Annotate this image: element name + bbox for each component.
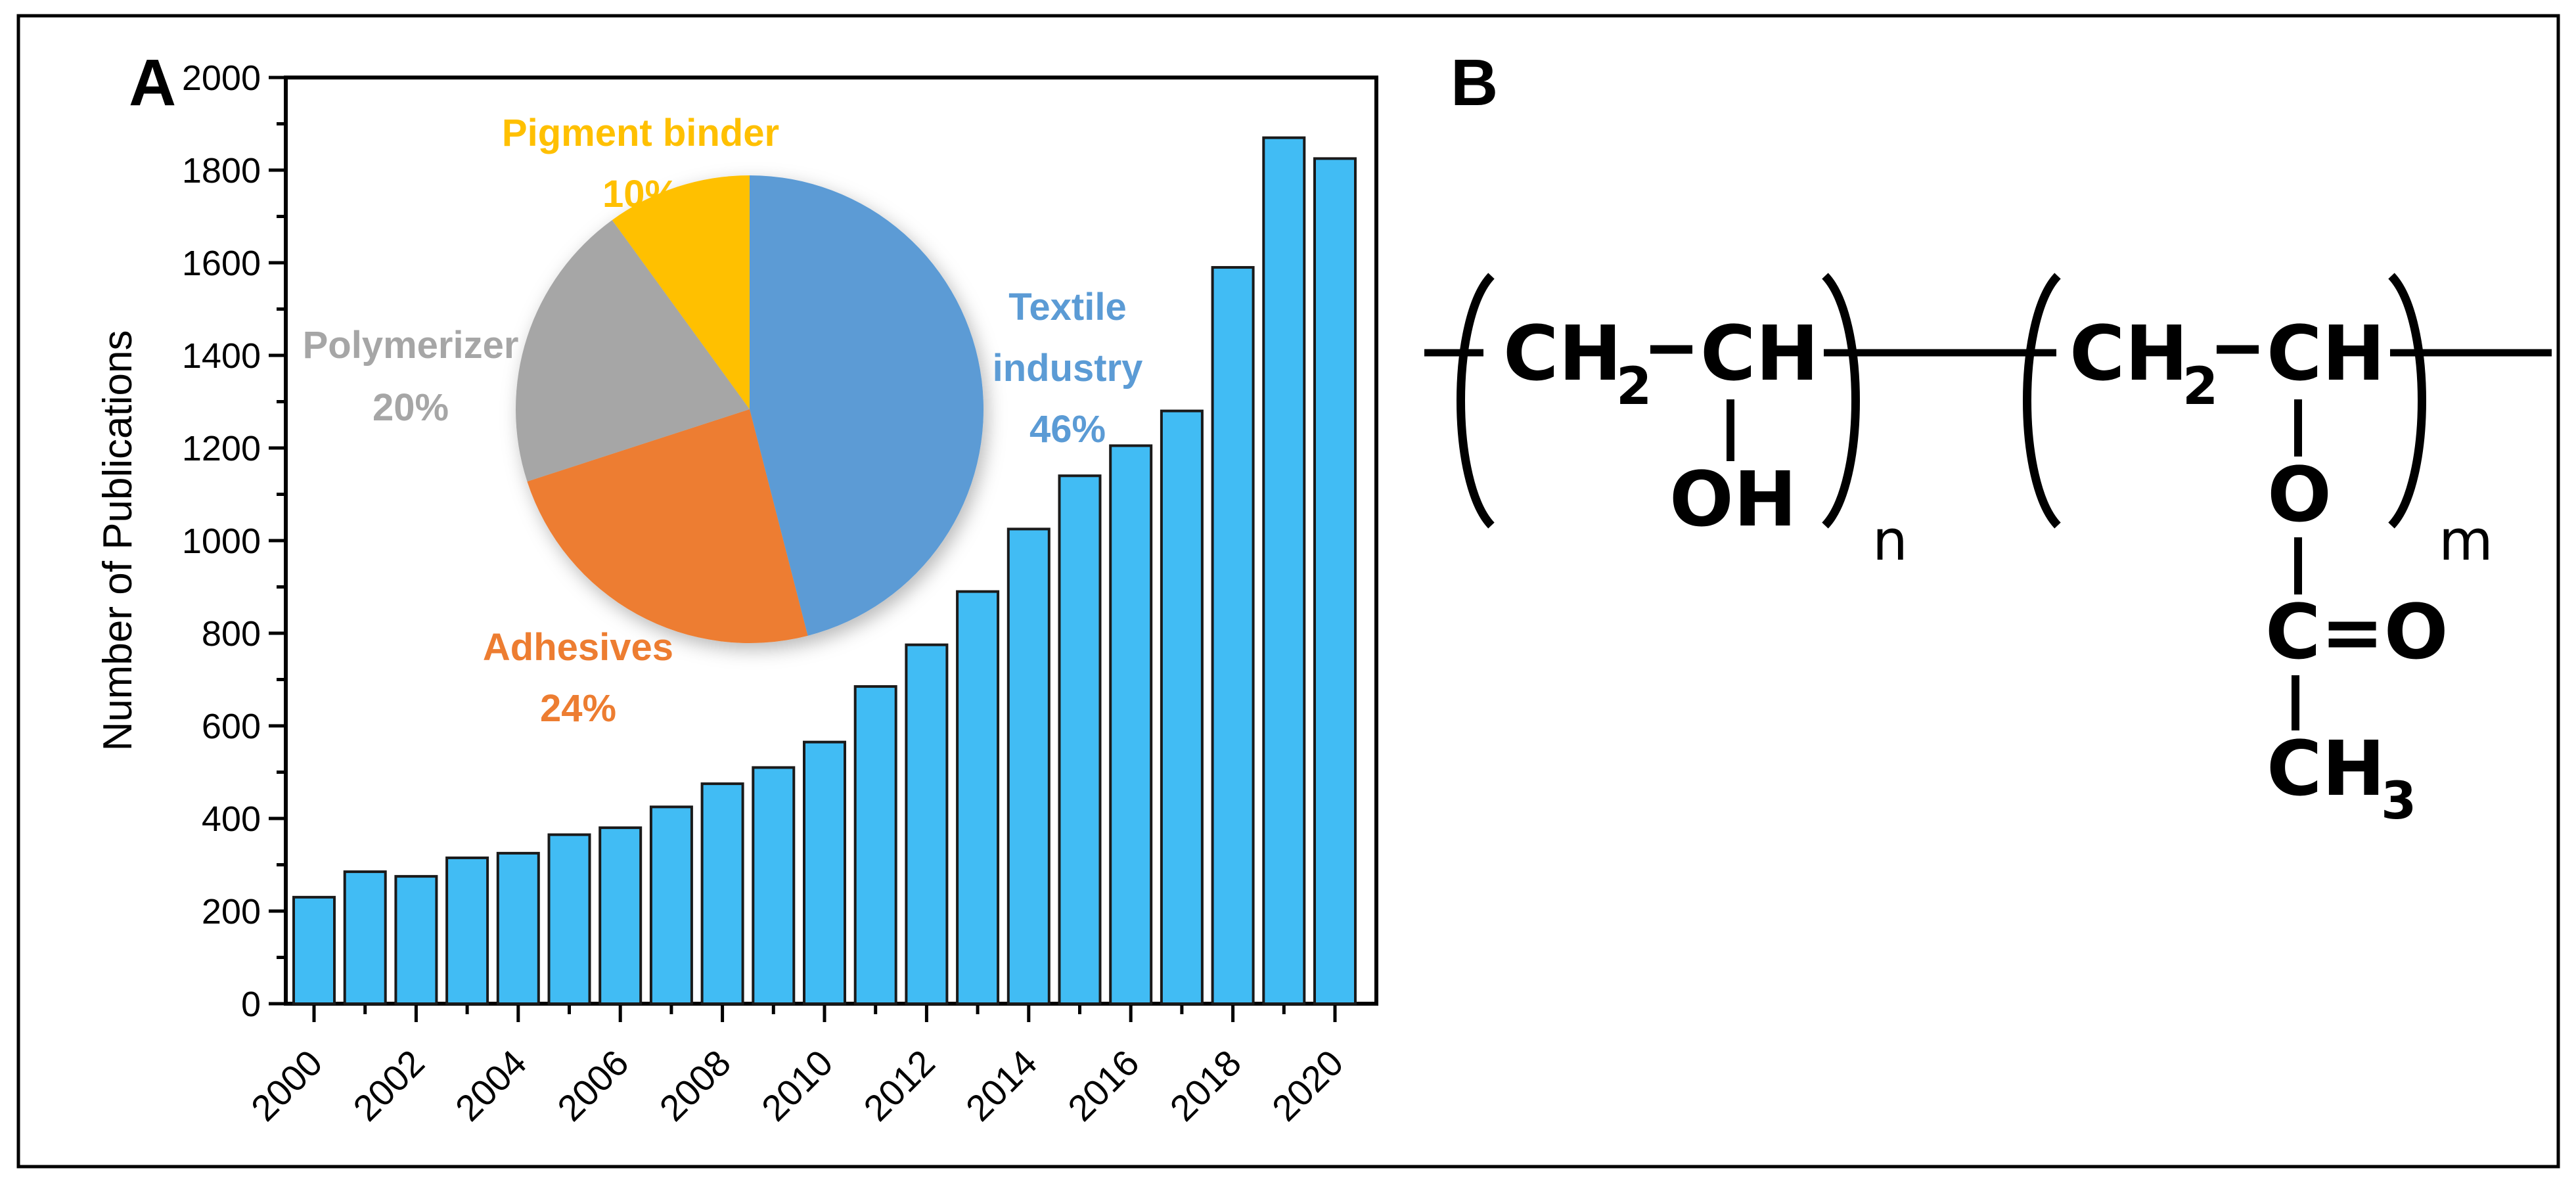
bar-2014 — [1006, 527, 1051, 1005]
applications-pie-chart — [515, 175, 983, 644]
pie-label-pigment-binder-line2: 10% — [602, 173, 679, 215]
y-tick-label: 600 — [202, 707, 261, 746]
ch2-subscript-unit2: 2 — [2182, 357, 2218, 416]
bar-2004 — [496, 851, 540, 1005]
bar-2018 — [1211, 266, 1255, 1005]
x-tick-label: 2018 — [1162, 1042, 1249, 1129]
panel-b-label: B — [1451, 46, 1498, 120]
pie-label-pigment-binder-line1: Pigment binder — [502, 112, 779, 154]
ch2-label-unit2: CH — [2069, 310, 2188, 398]
y-tick-label: 1200 — [182, 429, 261, 468]
bar-2020 — [1313, 157, 1357, 1005]
pie-slice-textile-industry — [750, 175, 983, 636]
publications-bar-chart: 0200400600800100012001400160018002000200… — [95, 58, 1378, 1129]
ch-label-unit2: CH — [2267, 310, 2385, 398]
pie-label-textile-industry-line2: industry — [993, 347, 1143, 390]
bar-2008 — [700, 782, 744, 1005]
x-tick-label: 2016 — [1060, 1042, 1147, 1129]
hydroxyl-label: OH — [1669, 456, 1797, 544]
x-tick-label: 2010 — [754, 1042, 841, 1129]
x-tick-label: 2002 — [345, 1042, 432, 1129]
y-axis-title: Number of Publications — [95, 330, 141, 751]
ch2-subscript-unit1: 2 — [1616, 357, 1652, 416]
left-bracket-unit2 — [2023, 273, 2061, 529]
bar-2015 — [1058, 474, 1102, 1005]
bar-2016 — [1109, 444, 1153, 1005]
x-tick-label: 2012 — [855, 1042, 943, 1129]
bar-2007 — [649, 805, 693, 1005]
x-tick-label: 2006 — [549, 1042, 637, 1129]
x-tick-label: 2020 — [1264, 1042, 1351, 1129]
bar-2006 — [599, 826, 643, 1005]
pie-label-textile-industry-line1: Textile — [1008, 286, 1126, 328]
y-tick-label: 400 — [202, 799, 261, 839]
y-tick-label: 0 — [241, 985, 261, 1024]
carbonyl-label: C=O — [2265, 589, 2449, 677]
y-tick-label: 1400 — [182, 336, 261, 376]
right-bracket-unit2 — [2388, 273, 2426, 529]
x-tick-label: 2008 — [651, 1042, 738, 1129]
x-tick-label: 2000 — [243, 1042, 330, 1129]
pie-slice-pigment-binder — [612, 175, 750, 409]
bar-2012 — [905, 643, 949, 1005]
methyl-label: CH — [2267, 725, 2385, 813]
methyl-subscript: 3 — [2381, 772, 2416, 831]
bar-2017 — [1160, 409, 1204, 1005]
x-tick-label: 2004 — [447, 1042, 535, 1129]
pie-label-polymerizer-line2: 20% — [373, 386, 449, 429]
bar-2002 — [394, 875, 438, 1005]
pie-slice-adhesives — [527, 409, 808, 644]
pva-pvac-copolymer-structure: CH 2 CH n OH CH 2 CH m O C=O — [1424, 273, 2552, 831]
ester-oxygen-label: O — [2267, 451, 2332, 539]
pie-label-textile-industry-line3: 46% — [1029, 408, 1106, 451]
panel-a-label: A — [129, 46, 176, 120]
repeat-subscript-m: m — [2439, 508, 2493, 573]
pie-label-adhesives-line1: Adhesives — [483, 626, 673, 669]
right-bracket-unit1 — [1822, 273, 1860, 529]
y-tick-label: 1000 — [182, 522, 261, 561]
left-bracket-unit1 — [1457, 273, 1495, 529]
bar-2011 — [853, 685, 897, 1005]
bar-2000 — [292, 895, 336, 1005]
ch-label-unit1: CH — [1700, 310, 1819, 398]
bar-2013 — [956, 590, 1000, 1005]
bar-2009 — [752, 766, 796, 1005]
figure-border — [16, 14, 2560, 1169]
y-tick-label: 2000 — [182, 58, 261, 98]
y-tick-label: 800 — [202, 614, 261, 654]
bar-2019 — [1262, 136, 1306, 1005]
x-tick-label: 2014 — [958, 1042, 1045, 1129]
pie-slice-polymerizer — [515, 219, 750, 482]
bar-2010 — [803, 740, 846, 1006]
ch2-label-unit1: CH — [1503, 310, 1622, 398]
y-tick-label: 1600 — [182, 244, 261, 283]
pie-label-adhesives-line2: 24% — [540, 687, 616, 730]
bar-2003 — [445, 856, 489, 1006]
y-tick-label: 200 — [202, 892, 261, 931]
pie-label-polymerizer-line1: Polymerizer — [303, 324, 519, 367]
repeat-subscript-n: n — [1872, 508, 1908, 573]
bar-2001 — [343, 870, 387, 1005]
pie-slice-labels: Textile industry 46% Adhesives 24% Polymerize… — [303, 112, 1143, 730]
y-tick-label: 1800 — [182, 151, 261, 190]
bar-2005 — [547, 833, 591, 1006]
